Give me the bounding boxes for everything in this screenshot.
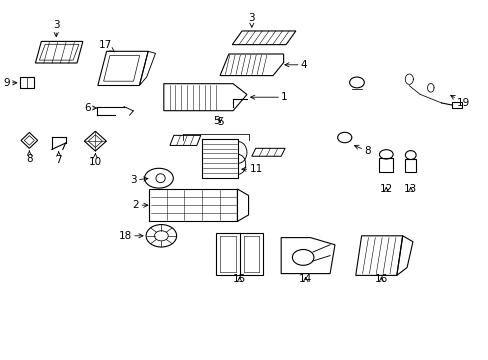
Text: 3: 3 [53,20,60,37]
Text: 3: 3 [248,13,255,27]
Text: 12: 12 [379,184,392,194]
Text: 13: 13 [403,184,417,194]
Text: 1: 1 [250,92,287,102]
Text: 19: 19 [450,95,469,108]
Text: 3: 3 [130,175,147,185]
Text: 10: 10 [89,154,102,167]
Text: 4: 4 [285,60,307,70]
Text: 16: 16 [374,274,387,284]
Text: 2: 2 [132,200,147,210]
Text: 5: 5 [213,116,219,126]
Text: 18: 18 [119,231,142,241]
Text: 8: 8 [26,151,33,164]
Text: 6: 6 [83,103,96,113]
Text: 7: 7 [55,152,62,165]
Text: 17: 17 [98,40,114,52]
Text: 8: 8 [354,145,370,156]
Text: 5: 5 [216,117,223,127]
Text: 9: 9 [3,78,17,88]
Text: 14: 14 [298,274,312,284]
Text: 15: 15 [232,274,246,284]
Text: 11: 11 [242,164,262,174]
